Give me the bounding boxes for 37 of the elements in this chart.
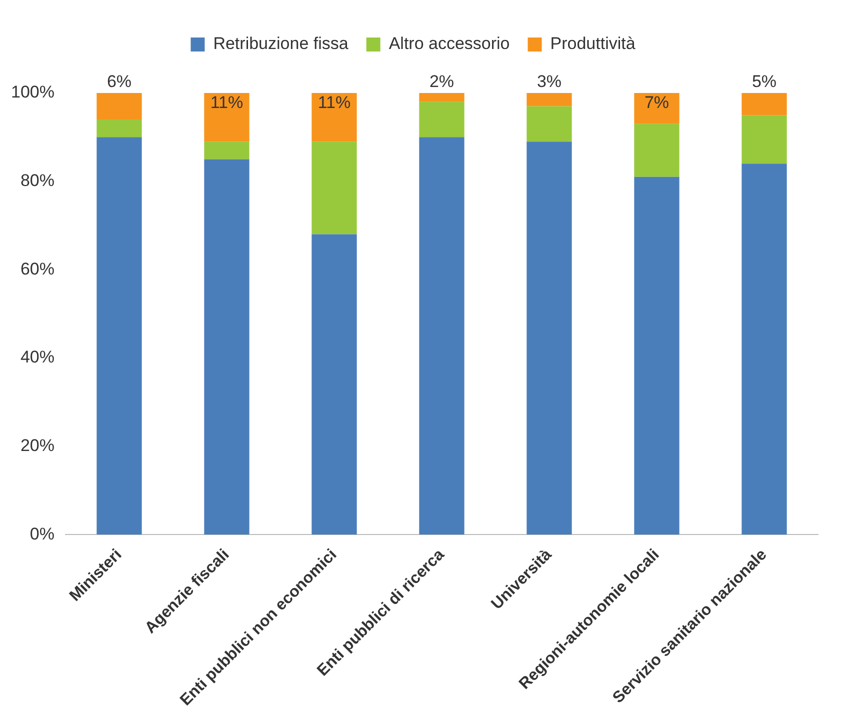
bar — [96, 137, 142, 535]
bar — [204, 159, 250, 535]
bar — [634, 176, 680, 535]
bar — [742, 93, 787, 116]
data-label: 6% — [106, 72, 132, 92]
data-label: 11% — [210, 93, 244, 112]
bar — [96, 119, 142, 138]
y-tick-label: 0% — [30, 524, 54, 544]
data-label: 5% — [752, 72, 777, 92]
bar — [204, 142, 250, 160]
bar — [312, 142, 357, 234]
bar — [419, 93, 464, 102]
bar — [634, 124, 680, 177]
bar — [634, 93, 680, 124]
bar — [419, 102, 464, 138]
y-tick-label: 100% — [10, 82, 54, 102]
bar — [742, 115, 787, 164]
bar — [312, 93, 357, 142]
data-label: 11% — [318, 93, 351, 112]
bar — [742, 164, 787, 535]
data-label: 2% — [429, 72, 454, 92]
data-label: 3% — [536, 72, 562, 92]
bar — [96, 93, 142, 120]
legend-label: Produttività — [550, 34, 636, 54]
y-tick-label: 20% — [20, 436, 54, 455]
y-tick-label: 80% — [20, 171, 54, 190]
bar — [526, 142, 572, 535]
y-tick-label: 60% — [20, 259, 54, 278]
bar — [312, 234, 357, 535]
legend-label: Altro accessorio — [388, 34, 510, 54]
y-tick-label: 40% — [20, 348, 54, 367]
bar — [526, 93, 572, 106]
data-label: 7% — [644, 93, 670, 112]
legend-label: Retribuzione fissa — [213, 34, 349, 54]
bar — [204, 93, 250, 142]
bar — [419, 137, 464, 535]
bar — [526, 106, 572, 142]
